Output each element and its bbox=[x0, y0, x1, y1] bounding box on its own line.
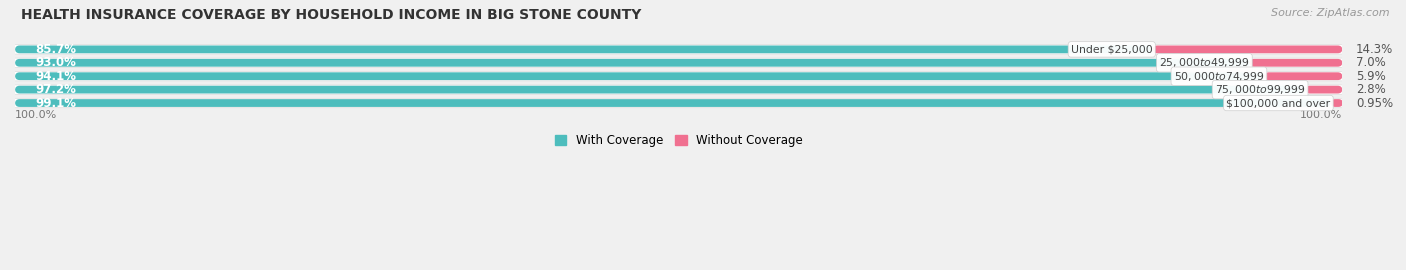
FancyBboxPatch shape bbox=[15, 59, 1250, 67]
Text: Source: ZipAtlas.com: Source: ZipAtlas.com bbox=[1271, 8, 1389, 18]
FancyBboxPatch shape bbox=[8, 72, 1350, 81]
FancyBboxPatch shape bbox=[1330, 99, 1343, 107]
Text: 7.0%: 7.0% bbox=[1355, 56, 1385, 69]
Text: $75,000 to $99,999: $75,000 to $99,999 bbox=[1215, 83, 1305, 96]
FancyBboxPatch shape bbox=[8, 58, 1350, 68]
FancyBboxPatch shape bbox=[1264, 72, 1343, 80]
Legend: With Coverage, Without Coverage: With Coverage, Without Coverage bbox=[554, 134, 803, 147]
Text: $50,000 to $74,999: $50,000 to $74,999 bbox=[1174, 70, 1264, 83]
Text: 85.7%: 85.7% bbox=[35, 43, 76, 56]
FancyBboxPatch shape bbox=[15, 86, 1305, 93]
Text: 100.0%: 100.0% bbox=[1301, 110, 1343, 120]
Text: 99.1%: 99.1% bbox=[35, 97, 76, 110]
FancyBboxPatch shape bbox=[1153, 45, 1343, 53]
Text: $25,000 to $49,999: $25,000 to $49,999 bbox=[1159, 56, 1250, 69]
Text: $100,000 and over: $100,000 and over bbox=[1226, 98, 1330, 108]
Text: HEALTH INSURANCE COVERAGE BY HOUSEHOLD INCOME IN BIG STONE COUNTY: HEALTH INSURANCE COVERAGE BY HOUSEHOLD I… bbox=[21, 8, 641, 22]
FancyBboxPatch shape bbox=[1305, 86, 1343, 93]
Text: Under $25,000: Under $25,000 bbox=[1071, 44, 1153, 54]
Text: 100.0%: 100.0% bbox=[15, 110, 58, 120]
FancyBboxPatch shape bbox=[8, 85, 1350, 94]
Text: 0.95%: 0.95% bbox=[1357, 97, 1393, 110]
Text: 5.9%: 5.9% bbox=[1355, 70, 1385, 83]
Text: 94.1%: 94.1% bbox=[35, 70, 76, 83]
Text: 93.0%: 93.0% bbox=[35, 56, 76, 69]
FancyBboxPatch shape bbox=[15, 99, 1330, 107]
Text: 14.3%: 14.3% bbox=[1355, 43, 1393, 56]
FancyBboxPatch shape bbox=[15, 45, 1153, 53]
FancyBboxPatch shape bbox=[8, 98, 1350, 108]
Text: 97.2%: 97.2% bbox=[35, 83, 76, 96]
FancyBboxPatch shape bbox=[15, 72, 1264, 80]
Text: 2.8%: 2.8% bbox=[1355, 83, 1385, 96]
FancyBboxPatch shape bbox=[8, 45, 1350, 54]
FancyBboxPatch shape bbox=[1250, 59, 1343, 67]
